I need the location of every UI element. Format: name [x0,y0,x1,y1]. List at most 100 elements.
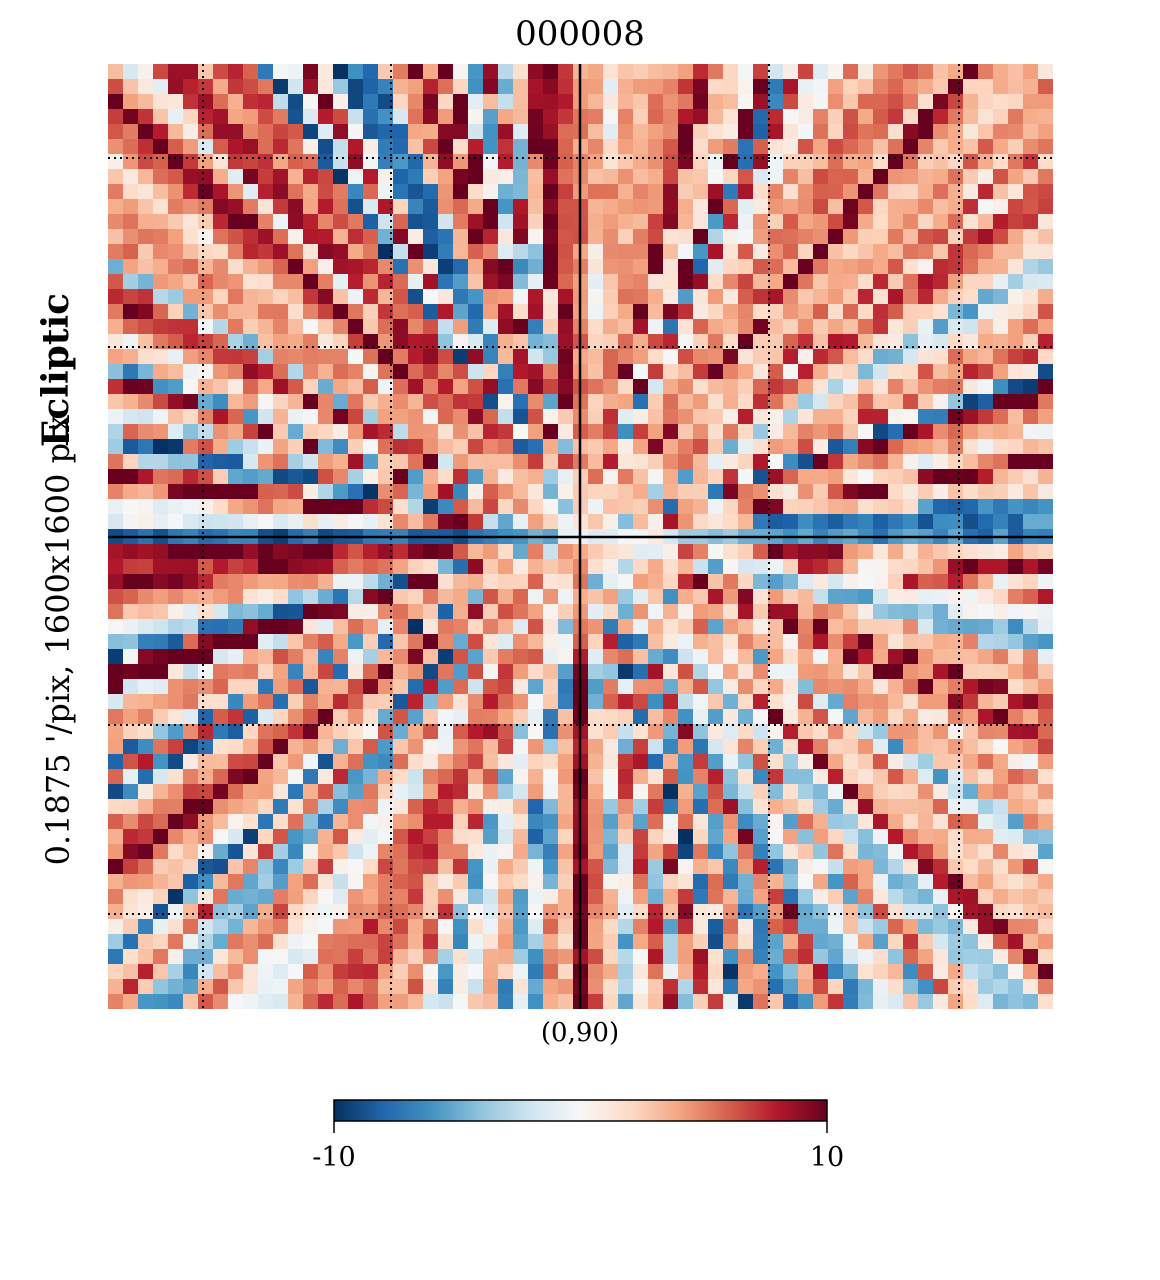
heatmap-cell [723,334,739,350]
heatmap-cell [378,649,394,665]
heatmap-cell [963,664,979,680]
heatmap-cell [123,604,139,620]
heatmap-cell [543,709,559,725]
heatmap-cell [333,694,349,710]
heatmap-cell [363,199,379,215]
heatmap-cell [933,874,949,890]
heatmap-cell [198,109,214,125]
heatmap-cell [618,619,634,635]
heatmap-cell [498,64,514,80]
heatmap-cell [468,514,484,530]
heatmap-cell [738,769,754,785]
heatmap-cell [648,559,664,575]
heatmap-cell [693,889,709,905]
heatmap-cell [798,364,814,380]
heatmap-cell [603,409,619,425]
heatmap-cell [483,154,499,170]
heatmap-cell [543,634,559,650]
heatmap-cell [198,154,214,170]
heatmap-cell [333,109,349,125]
heatmap-cell [648,364,664,380]
heatmap-cell [123,394,139,410]
heatmap-cell [168,664,184,680]
heatmap-cell [273,514,289,530]
heatmap-cell [138,214,154,230]
heatmap-cell [243,139,259,155]
heatmap-cell [798,64,814,80]
heatmap-cell [588,889,604,905]
heatmap-cell [843,649,859,665]
heatmap-cell [228,484,244,500]
heatmap-cell [1023,289,1039,305]
heatmap-cell [978,889,994,905]
heatmap-cell [198,994,214,1009]
heatmap-cell [273,619,289,635]
heatmap-cell [288,694,304,710]
heatmap-cell [318,289,334,305]
heatmap-cell [273,259,289,275]
heatmap-cell [678,409,694,425]
heatmap-cell [783,739,799,755]
heatmap-cell [408,124,424,140]
heatmap-cell [453,604,469,620]
heatmap-cell [303,859,319,875]
heatmap-cell [768,94,784,110]
heatmap-cell [1038,934,1053,950]
heatmap-cell [723,769,739,785]
heatmap-cell [348,649,364,665]
heatmap-cell [603,754,619,770]
heatmap-cell [618,739,634,755]
heatmap-cell [813,574,829,590]
heatmap-cell [243,439,259,455]
heatmap-cell [483,709,499,725]
heatmap-cell [183,184,199,200]
heatmap-cell [903,349,919,365]
heatmap-cell [1023,349,1039,365]
heatmap-cell [933,769,949,785]
heatmap-cell [558,469,574,485]
heatmap-cell [408,634,424,650]
heatmap-cell [753,394,769,410]
heatmap-cell [423,94,439,110]
heatmap-cell [723,259,739,275]
heatmap-cell [768,844,784,860]
heatmap-cell [753,874,769,890]
heatmap-cell [663,229,679,245]
heatmap-cell [183,499,199,515]
heatmap-cell [858,829,874,845]
heatmap-cell [918,799,934,815]
heatmap-cell [828,964,844,980]
heatmap-cell [108,739,124,755]
heatmap-cell [828,934,844,950]
heatmap-cell [408,664,424,680]
heatmap-cell [213,889,229,905]
heatmap-cell [153,889,169,905]
heatmap-cell [648,709,664,725]
heatmap-cell [153,769,169,785]
heatmap-cell [423,784,439,800]
heatmap-cell [393,484,409,500]
heatmap-cell [318,934,334,950]
heatmap-cell [288,289,304,305]
heatmap-cell [708,484,724,500]
heatmap-cell [513,289,529,305]
heatmap-cell [783,229,799,245]
heatmap-cell [198,904,214,920]
heatmap-cell [828,919,844,935]
heatmap-cell [618,514,634,530]
heatmap-cell [858,544,874,560]
heatmap-cell [228,409,244,425]
heatmap-cell [198,544,214,560]
heatmap-cell [633,439,649,455]
heatmap-cell [903,634,919,650]
heatmap-cell [543,799,559,815]
heatmap-cell [213,574,229,590]
heatmap-cell [768,799,784,815]
heatmap-cell [243,874,259,890]
heatmap-cell [558,859,574,875]
heatmap-cell [498,694,514,710]
heatmap-cell [783,319,799,335]
heatmap-cell [828,769,844,785]
heatmap-cell [708,79,724,95]
heatmap-cell [813,259,829,275]
